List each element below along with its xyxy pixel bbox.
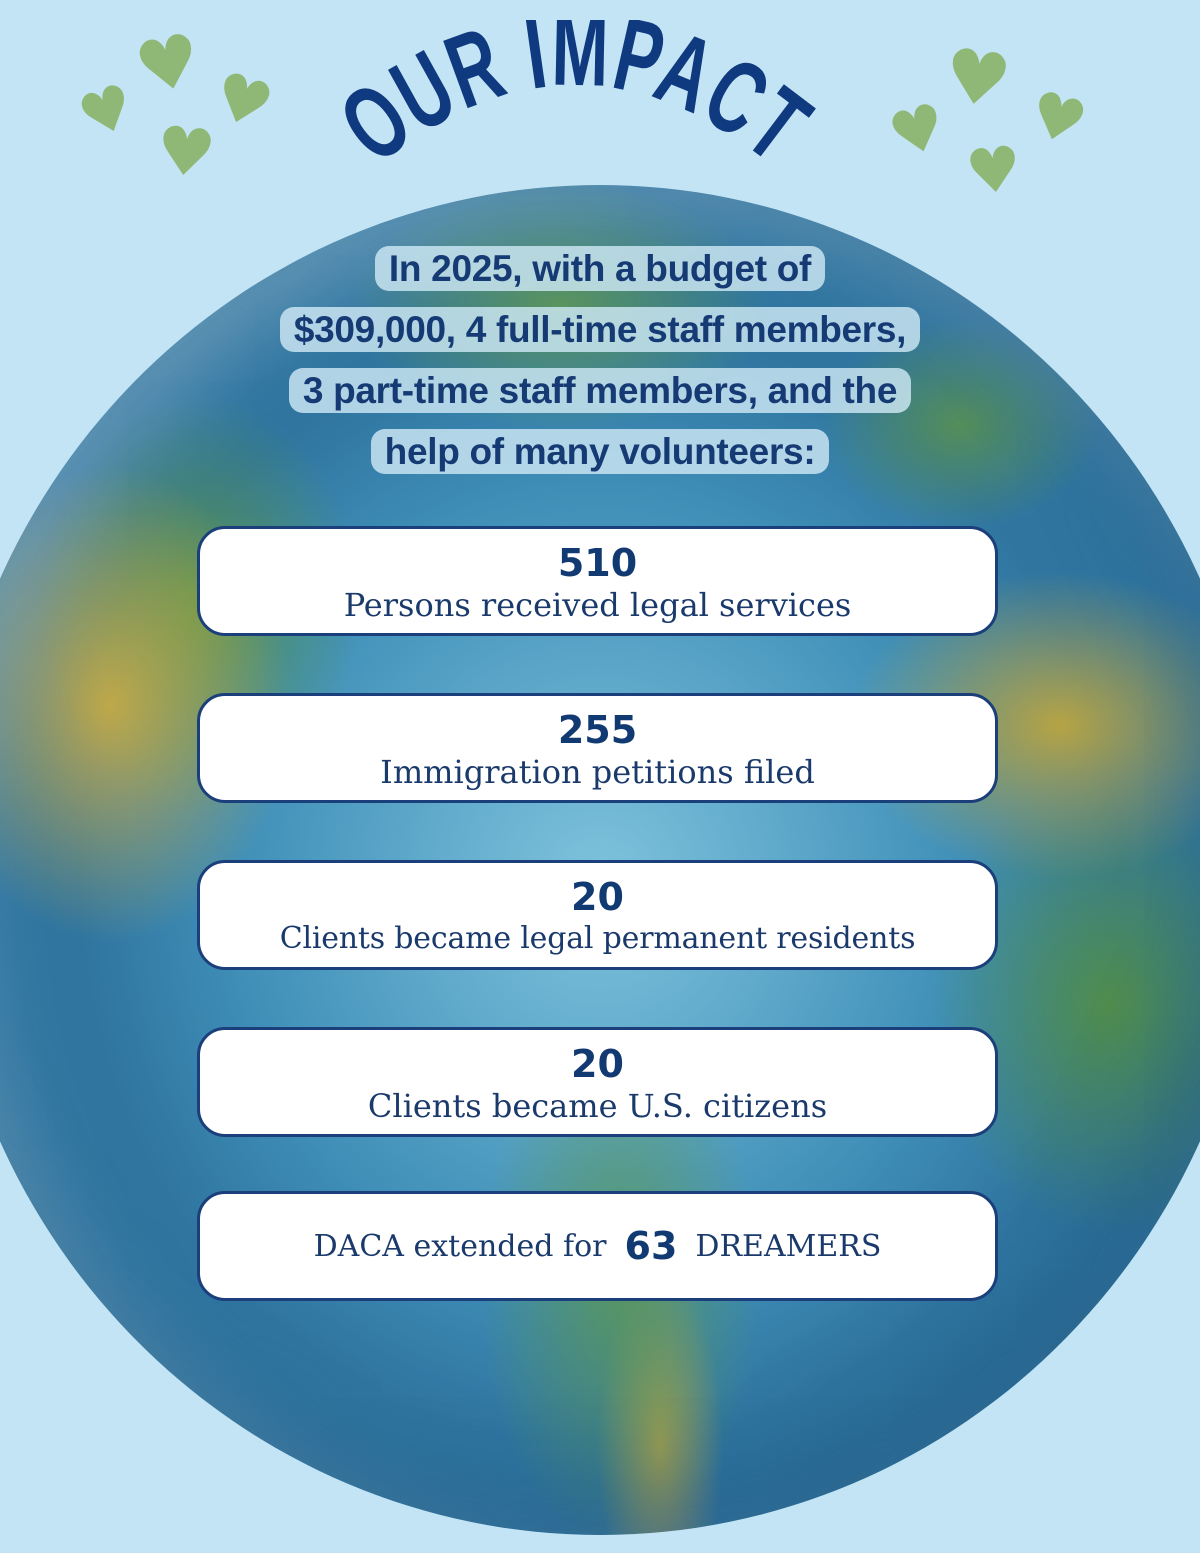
heart-icon: ♥ xyxy=(938,31,1017,127)
stat-card-legal-services: 510 Persons received legal services xyxy=(197,526,998,636)
stat-card-permanent-residents: 20 Clients became legal permanent reside… xyxy=(197,860,998,970)
stat-card-citizens: 20 Clients became U.S. citizens xyxy=(197,1027,998,1137)
intro-text: In 2025, with a budget of $309,000, 4 fu… xyxy=(215,238,985,482)
heart-icon: ♥ xyxy=(1021,75,1095,162)
stat-label: Clients became U.S. citizens xyxy=(367,1087,828,1125)
stat-value: 510 xyxy=(557,541,638,585)
stat-label: Clients became legal permanent residents xyxy=(279,921,916,956)
heart-icon: ♥ xyxy=(962,131,1026,210)
intro-line-3: 3 part-time staff members, and the xyxy=(288,368,912,413)
page-title: OUR IMPACT xyxy=(330,20,820,185)
stat-card-daca: DACA extended for 63 DREAMERS xyxy=(197,1191,998,1301)
stat-value: 255 xyxy=(557,708,638,752)
stat-label: Immigration petitions filed xyxy=(380,753,815,791)
stat-card-petitions: 255 Immigration petitions filed xyxy=(197,693,998,803)
daca-value: 63 xyxy=(624,1224,678,1268)
daca-prefix: DACA extended for xyxy=(313,1228,607,1264)
heart-icon: ♥ xyxy=(127,16,209,112)
daca-suffix: DREAMERS xyxy=(695,1228,882,1264)
stat-value: 20 xyxy=(571,1042,624,1086)
intro-line-2: $309,000, 4 full-time staff members, xyxy=(279,307,921,352)
intro-line-1: In 2025, with a budget of xyxy=(374,246,826,291)
svg-text:OUR IMPACT: OUR IMPACT xyxy=(330,20,820,185)
title-text: OUR IMPACT xyxy=(330,20,820,185)
intro-line-4: help of many volunteers: xyxy=(370,429,830,474)
heart-icon: ♥ xyxy=(152,111,220,194)
heart-icon: ♥ xyxy=(69,69,145,155)
stat-value: 20 xyxy=(571,875,624,919)
stat-label: Persons received legal services xyxy=(343,586,852,624)
